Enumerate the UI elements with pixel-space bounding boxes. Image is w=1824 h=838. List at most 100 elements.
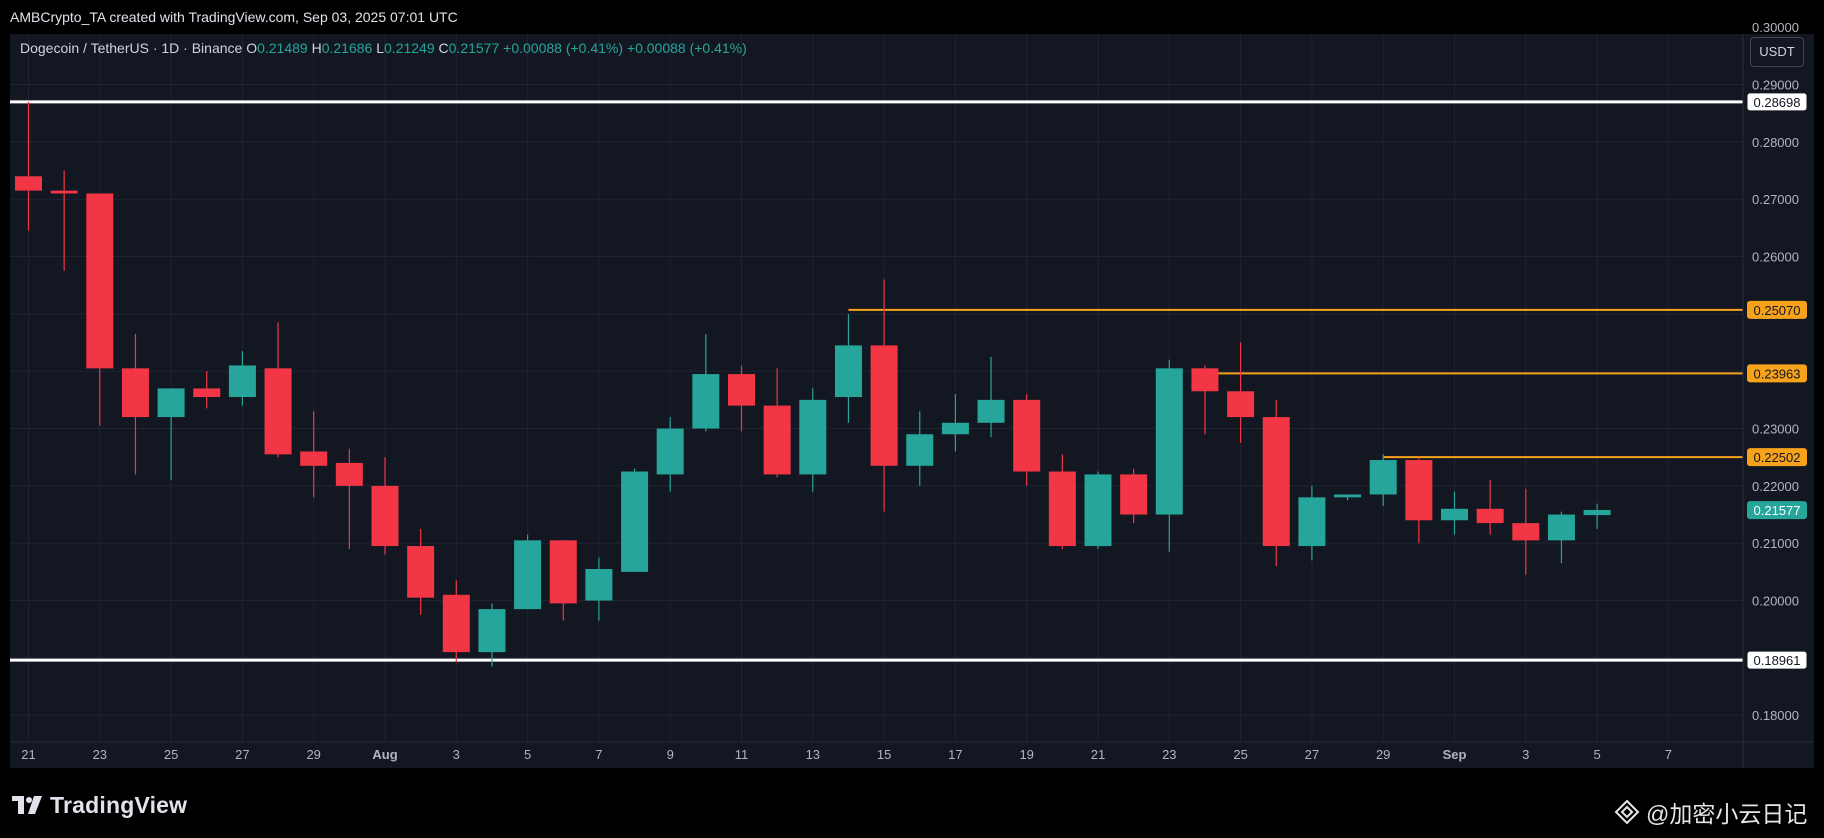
candle bbox=[763, 368, 791, 478]
candle-body bbox=[407, 546, 435, 598]
candle-body bbox=[86, 193, 114, 369]
candle-body bbox=[1227, 391, 1255, 418]
candle-body bbox=[264, 368, 292, 455]
candle bbox=[335, 448, 363, 549]
candle bbox=[1013, 394, 1041, 486]
tradingview-logo[interactable]: TradingView bbox=[12, 792, 187, 818]
candle-body bbox=[621, 471, 649, 572]
candle-body bbox=[977, 399, 1005, 423]
candle-body bbox=[1405, 460, 1433, 521]
close-label: C bbox=[438, 40, 449, 56]
date-tick-label: 9 bbox=[667, 747, 674, 762]
candle bbox=[1547, 511, 1575, 564]
candle bbox=[1191, 365, 1219, 435]
candle bbox=[1405, 457, 1433, 544]
date-tick-label: 17 bbox=[948, 747, 962, 762]
candle-body bbox=[941, 422, 969, 435]
price-tick-label: 0.18000 bbox=[1752, 708, 1799, 723]
level-price-tag bbox=[1747, 300, 1807, 319]
candle bbox=[478, 603, 506, 667]
date-tick-label: 29 bbox=[1376, 747, 1390, 762]
open-label: O bbox=[246, 40, 258, 56]
candle bbox=[1369, 454, 1397, 506]
time-axis[interactable]: 21 23 25 27 29 Aug 3 5 7 9 11 13 15 17 19 21 23 25 27 29 Sep… bbox=[21, 747, 1672, 762]
candle bbox=[621, 468, 649, 572]
level-price-tag bbox=[1747, 448, 1807, 467]
candle-body bbox=[1084, 474, 1112, 547]
high-value: 0.21686 bbox=[321, 40, 373, 56]
symbol-name[interactable]: Dogecoin / TetherUS · 1D · Binance bbox=[20, 40, 243, 56]
candle-body bbox=[1583, 509, 1611, 516]
candle bbox=[1441, 491, 1468, 535]
candle-body bbox=[1369, 460, 1397, 495]
date-tick-label: 13 bbox=[806, 747, 820, 762]
price-tick-label: 0.21000 bbox=[1752, 536, 1799, 551]
high-label: H bbox=[311, 40, 322, 56]
candle bbox=[906, 411, 934, 486]
candle bbox=[1476, 480, 1504, 535]
candle bbox=[1048, 454, 1076, 549]
candle-body bbox=[157, 388, 185, 418]
date-tick-label: Aug bbox=[372, 747, 397, 762]
symbol-legend: Dogecoin / TetherUS · 1D · Binance O 0.21… bbox=[20, 40, 747, 56]
close-value: 0.21577 bbox=[448, 40, 500, 56]
candle-body bbox=[442, 594, 470, 653]
candle bbox=[1298, 485, 1326, 561]
date-tick-label: 27 bbox=[235, 747, 249, 762]
candle-body bbox=[15, 176, 42, 191]
candle-body bbox=[371, 485, 399, 547]
last-price-tag bbox=[1747, 501, 1807, 520]
date-tick-label: 5 bbox=[1593, 747, 1600, 762]
candle-body bbox=[478, 609, 506, 653]
date-tick-label: 7 bbox=[1665, 747, 1672, 762]
level-price-label: 0.18961 bbox=[1754, 653, 1801, 668]
date-tick-label: 25 bbox=[164, 747, 178, 762]
candle bbox=[585, 557, 613, 621]
date-tick-label: 7 bbox=[595, 747, 602, 762]
candle-body bbox=[50, 190, 78, 194]
level-price-label: 0.22502 bbox=[1754, 450, 1801, 465]
candle bbox=[1084, 471, 1112, 549]
candle-body bbox=[834, 345, 862, 397]
top-bar: AMBCrypto_TA created with TradingView.co… bbox=[0, 0, 1824, 34]
candle-body bbox=[870, 345, 898, 466]
price-tick-label: 0.20000 bbox=[1752, 594, 1799, 609]
candle-body bbox=[763, 405, 791, 475]
candle bbox=[692, 333, 720, 432]
candle bbox=[300, 411, 328, 498]
candle-body bbox=[1048, 471, 1076, 547]
date-tick-label: 21 bbox=[1091, 747, 1105, 762]
price-tick-label: 0.23000 bbox=[1752, 422, 1799, 437]
chart-frame[interactable] bbox=[10, 34, 1814, 768]
candle bbox=[407, 528, 435, 615]
price-tick-label: 0.26000 bbox=[1752, 250, 1799, 265]
low-label: L bbox=[376, 40, 385, 56]
date-tick-label: 19 bbox=[1019, 747, 1033, 762]
date-tick-label: 23 bbox=[1162, 747, 1176, 762]
candle-body bbox=[1191, 368, 1219, 392]
candle bbox=[1120, 468, 1148, 524]
candle-body bbox=[1512, 523, 1540, 541]
candle bbox=[1227, 342, 1255, 443]
candle bbox=[264, 322, 292, 458]
candle-body bbox=[728, 374, 755, 406]
candle bbox=[50, 170, 78, 271]
candle bbox=[1262, 399, 1290, 567]
candle bbox=[371, 457, 399, 555]
candle-body bbox=[1120, 474, 1148, 515]
price-levels bbox=[10, 100, 1743, 662]
date-tick-label: 3 bbox=[453, 747, 460, 762]
candle bbox=[728, 365, 755, 432]
last-price-label: 0.21577 bbox=[1754, 503, 1801, 518]
currency-unit-button[interactable]: USDT bbox=[1750, 37, 1804, 67]
candle-body bbox=[121, 368, 149, 418]
date-tick-label: 29 bbox=[306, 747, 320, 762]
date-tick-label: 5 bbox=[524, 747, 531, 762]
candle bbox=[1155, 359, 1183, 552]
grid bbox=[10, 34, 1743, 742]
candle bbox=[549, 540, 577, 621]
candle-body bbox=[1155, 368, 1183, 515]
price-tick-label: 0.28000 bbox=[1752, 135, 1799, 150]
candle bbox=[977, 356, 1005, 438]
